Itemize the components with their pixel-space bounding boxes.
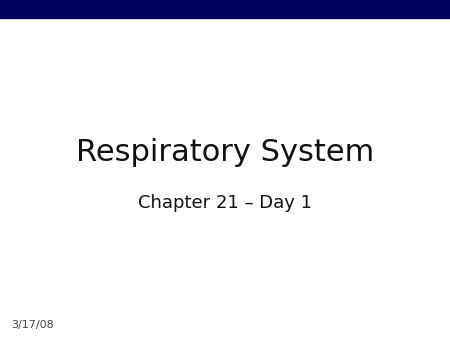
Bar — [0, 0, 450, 18]
Text: Respiratory System: Respiratory System — [76, 138, 374, 167]
Text: 3/17/08: 3/17/08 — [11, 319, 54, 330]
Text: Chapter 21 – Day 1: Chapter 21 – Day 1 — [138, 194, 312, 212]
